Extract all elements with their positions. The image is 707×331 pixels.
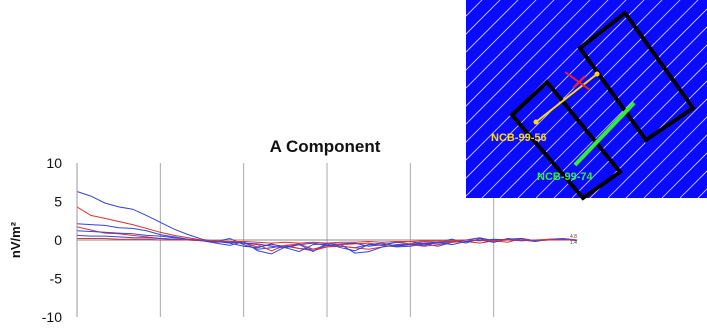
plot-area bbox=[76, 163, 578, 317]
y-tick-label: -10 bbox=[42, 309, 62, 325]
series-line-7 bbox=[77, 238, 577, 244]
survey-line bbox=[553, 44, 707, 198]
survey-line bbox=[466, 0, 537, 71]
survey-line bbox=[607, 98, 707, 198]
y-tick-labels: 10 5 0 -5 -10 bbox=[42, 155, 62, 325]
survey-line bbox=[589, 80, 707, 198]
series-lines bbox=[76, 191, 578, 255]
y-tick-label: 0 bbox=[54, 232, 62, 248]
series-line-5 bbox=[76, 230, 578, 253]
survey-line bbox=[466, 0, 591, 125]
survey-line bbox=[499, 0, 699, 198]
label-ncb-99-74: NCB-99-74 bbox=[537, 171, 594, 183]
red-marker-a bbox=[564, 71, 591, 91]
survey-line bbox=[466, 0, 555, 89]
survey-line bbox=[481, 0, 681, 198]
survey-line bbox=[466, 0, 609, 143]
survey-line bbox=[466, 0, 483, 17]
y-tick-label: 10 bbox=[46, 155, 62, 171]
borehole-marker-ncb-99-56 bbox=[533, 119, 539, 125]
survey-line bbox=[625, 116, 707, 198]
end-label-1: 4.8 bbox=[570, 234, 577, 240]
survey-line-hatching bbox=[266, 0, 707, 198]
borehole-end-ncb-99-56 bbox=[594, 71, 600, 77]
red-marker-b bbox=[572, 75, 586, 89]
end-label-2: 1.4 bbox=[570, 240, 577, 246]
borehole-trace-ncb-99-56 bbox=[535, 73, 598, 123]
survey-line bbox=[466, 0, 501, 35]
inset-map: NCB-99-56 NCB-99-74 bbox=[266, 0, 707, 201]
survey-block-outline-lower bbox=[509, 79, 623, 201]
survey-line bbox=[466, 0, 663, 197]
chart-title: A Component bbox=[270, 137, 381, 156]
series-line-6 bbox=[76, 234, 578, 249]
survey-line bbox=[266, 0, 466, 198]
survey-line bbox=[535, 26, 707, 198]
borehole-trace-ncb-99-74 bbox=[573, 101, 636, 167]
y-tick-label: -5 bbox=[50, 271, 63, 287]
survey-line bbox=[466, 0, 573, 107]
survey-line bbox=[661, 152, 707, 198]
survey-line bbox=[643, 134, 707, 198]
survey-block-outline-upper bbox=[577, 10, 696, 143]
survey-line bbox=[571, 62, 707, 198]
survey-line bbox=[466, 0, 519, 53]
survey-line bbox=[466, 0, 645, 179]
label-ncb-99-56: NCB-99-56 bbox=[491, 132, 547, 144]
y-tick-label: 5 bbox=[54, 194, 62, 210]
y-axis-label: nV/m² bbox=[8, 221, 23, 258]
